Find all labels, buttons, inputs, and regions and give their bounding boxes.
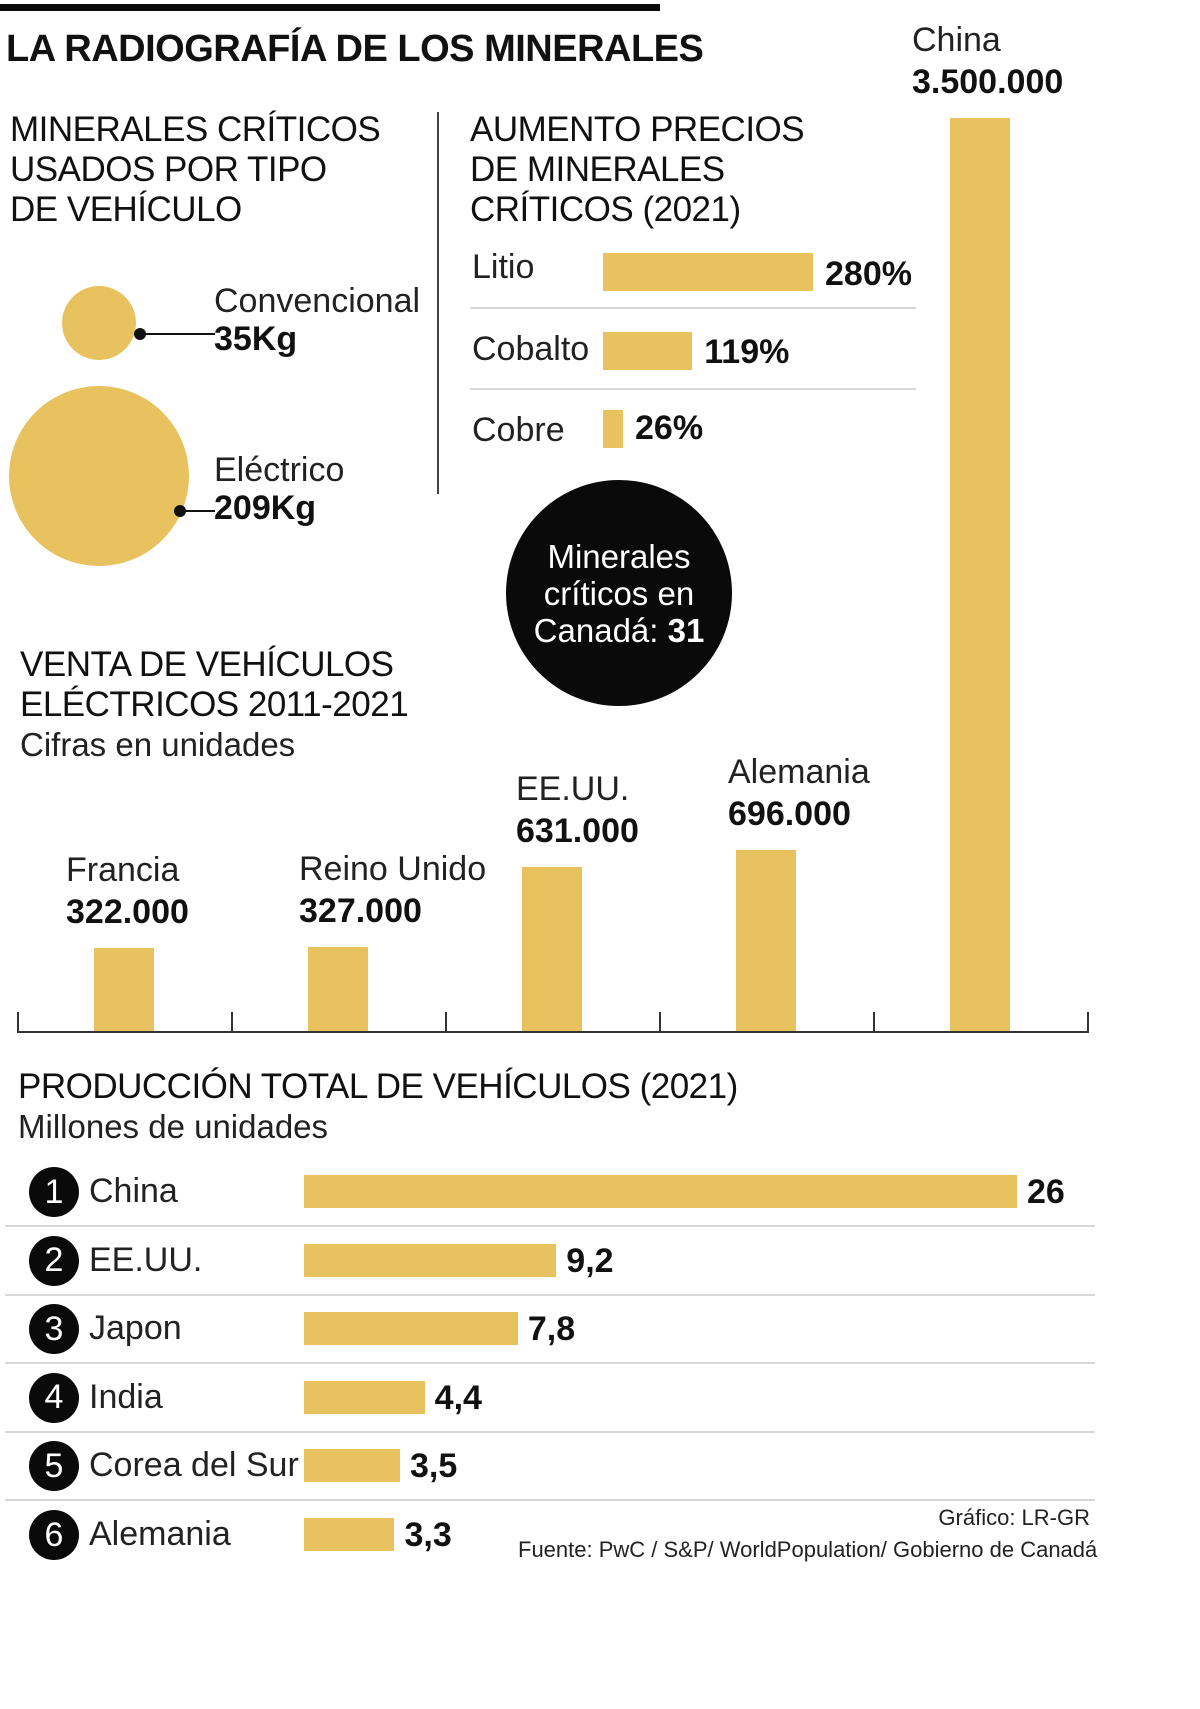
leader-dot-conventional	[134, 328, 146, 340]
ev-tick	[17, 1012, 19, 1032]
source-credit: Fuente: PwC / S&P/ WorldPopulation/ Gobi…	[518, 1537, 1098, 1562]
bubble-chart-title: MINERALES CRÍTICOS USADOS POR TIPO DE VE…	[10, 110, 381, 230]
production-row-separator	[5, 1499, 1095, 1502]
price-label-cobre: Cobre	[472, 411, 565, 449]
production-value-ee-uu-: 9,2	[566, 1241, 614, 1280]
production-subtitle: Millones de unidades	[18, 1108, 329, 1145]
production-label-ee-uu-: EE.UU.	[89, 1240, 203, 1279]
ev-value-francia: 322.000	[66, 892, 189, 931]
ev-tick	[659, 1012, 661, 1032]
bubble-conventional	[62, 286, 136, 360]
graphic-credit: Gráfico: LR-GR	[938, 1505, 1090, 1530]
ev-value-ee-uu-: 631.000	[516, 812, 639, 851]
callout-value: 31	[667, 611, 705, 649]
ev-tick	[873, 1012, 875, 1032]
production-bar-corea-del-sur	[304, 1449, 400, 1483]
ev-tick	[445, 1012, 447, 1032]
production-bar-ee-uu-	[304, 1243, 557, 1277]
ev-value-reino-unido: 327.000	[299, 891, 422, 930]
production-title: PRODUCCIÓN TOTAL DE VEHÍCULOS (2021)	[18, 1067, 738, 1106]
price-row-separator	[470, 388, 916, 390]
bubble-title-line: USADOS POR TIPO	[10, 150, 327, 189]
ev-value-alemania: 696.000	[728, 795, 851, 834]
ev-value-china: 3.500.000	[912, 63, 1064, 101]
production-row-separator	[5, 1225, 1095, 1227]
price-bar-cobalto	[603, 332, 693, 370]
page-title: LA RADIOGRAFÍA DE LOS MINERALES	[6, 28, 704, 70]
ev-tick	[231, 1012, 233, 1032]
production-bar-china	[304, 1175, 1017, 1208]
ev-label-reino-unido: Reino Unido	[299, 849, 487, 888]
ev-tick	[1087, 1012, 1089, 1032]
production-value-japon: 7,8	[527, 1310, 576, 1349]
ev-title-line: VENTA DE VEHÍCULOS	[20, 645, 394, 684]
production-row-separator	[5, 1430, 1095, 1433]
ev-label-china: China	[912, 21, 1001, 59]
production-bar-india	[304, 1380, 425, 1414]
ev-sales-title: VENTA DE VEHÍCULOS ELÉCTRICOS 2011-2021	[20, 645, 409, 725]
price-chart-title: AUMENTO PRECIOS DE MINERALES CRÍTICOS (2…	[470, 110, 805, 230]
rank-badge: 4	[29, 1372, 79, 1423]
ev-title-line: ELÉCTRICOS 2011-2021	[20, 685, 409, 724]
ev-label-francia: Francia	[66, 850, 180, 889]
ev-bar-ee-uu-	[522, 867, 582, 1032]
bubble-value-conventional: 35Kg	[214, 320, 298, 358]
price-bar-litio	[603, 253, 813, 291]
price-title-line: DE MINERALES	[470, 150, 725, 189]
price-value-cobalto: 119%	[704, 333, 790, 371]
canada-callout: Minerales críticos en Canadá: 31	[506, 480, 732, 706]
bubble-label-electric: Eléctrico	[214, 451, 345, 489]
price-value-litio: 280%	[825, 255, 912, 293]
production-label-corea-del-sur: Corea del Sur	[89, 1446, 299, 1485]
callout-line: Minerales	[547, 537, 691, 575]
price-label-litio: Litio	[472, 248, 535, 286]
production-label-japon: Japon	[89, 1309, 182, 1348]
production-value-china: 26	[1027, 1173, 1065, 1211]
rank-badge: 2	[29, 1235, 79, 1286]
ev-sales-subtitle: Cifras en unidades	[20, 726, 296, 763]
price-label-cobalto: Cobalto	[472, 330, 590, 368]
callout-line-last: Canadá: 31	[534, 612, 705, 649]
production-label-alemania: Alemania	[89, 1515, 231, 1553]
price-title-line: AUMENTO PRECIOS	[470, 110, 805, 149]
production-row-separator	[5, 1362, 1095, 1365]
production-bar-japon	[304, 1312, 518, 1346]
bubble-title-line: MINERALES CRÍTICOS	[10, 110, 381, 149]
production-label-china: China	[89, 1172, 178, 1210]
ev-bar-reino-unido	[308, 946, 368, 1032]
ev-label-ee-uu-: EE.UU.	[516, 770, 630, 809]
rank-badge: 1	[29, 1167, 79, 1217]
top-rule	[0, 4, 660, 11]
ev-bar-francia	[94, 947, 154, 1032]
price-title-line: CRÍTICOS (2021)	[470, 190, 741, 229]
rank-badge: 3	[29, 1304, 79, 1355]
production-value-alemania: 3,3	[404, 1516, 452, 1554]
ev-baseline	[17, 1031, 1089, 1033]
callout-text: Canadá:	[533, 611, 659, 649]
rank-badge: 6	[29, 1510, 79, 1560]
production-row-separator	[5, 1293, 1095, 1296]
production-value-india: 4,4	[434, 1378, 482, 1417]
ev-bar-alemania	[736, 850, 796, 1032]
bubble-value-electric: 209Kg	[214, 489, 317, 527]
ev-bar-china	[950, 118, 1010, 1032]
price-row-separator	[470, 307, 916, 309]
rank-badge: 5	[29, 1441, 79, 1492]
production-value-corea-del-sur: 3,5	[409, 1447, 458, 1486]
bubble-electric	[9, 386, 189, 566]
bubble-label-conventional: Convencional	[214, 282, 421, 320]
price-bar-cobre	[603, 410, 623, 448]
production-label-india: India	[89, 1377, 163, 1416]
section-divider	[437, 112, 439, 494]
production-bar-alemania	[304, 1518, 395, 1551]
leader-dot-electric	[174, 505, 186, 517]
bubble-title-line: DE VEHÍCULO	[10, 190, 242, 229]
price-value-cobre: 26%	[635, 409, 704, 447]
bubble-chart	[9, 286, 215, 566]
callout-line: críticos en	[543, 574, 695, 612]
ev-label-alemania: Alemania	[728, 753, 870, 792]
